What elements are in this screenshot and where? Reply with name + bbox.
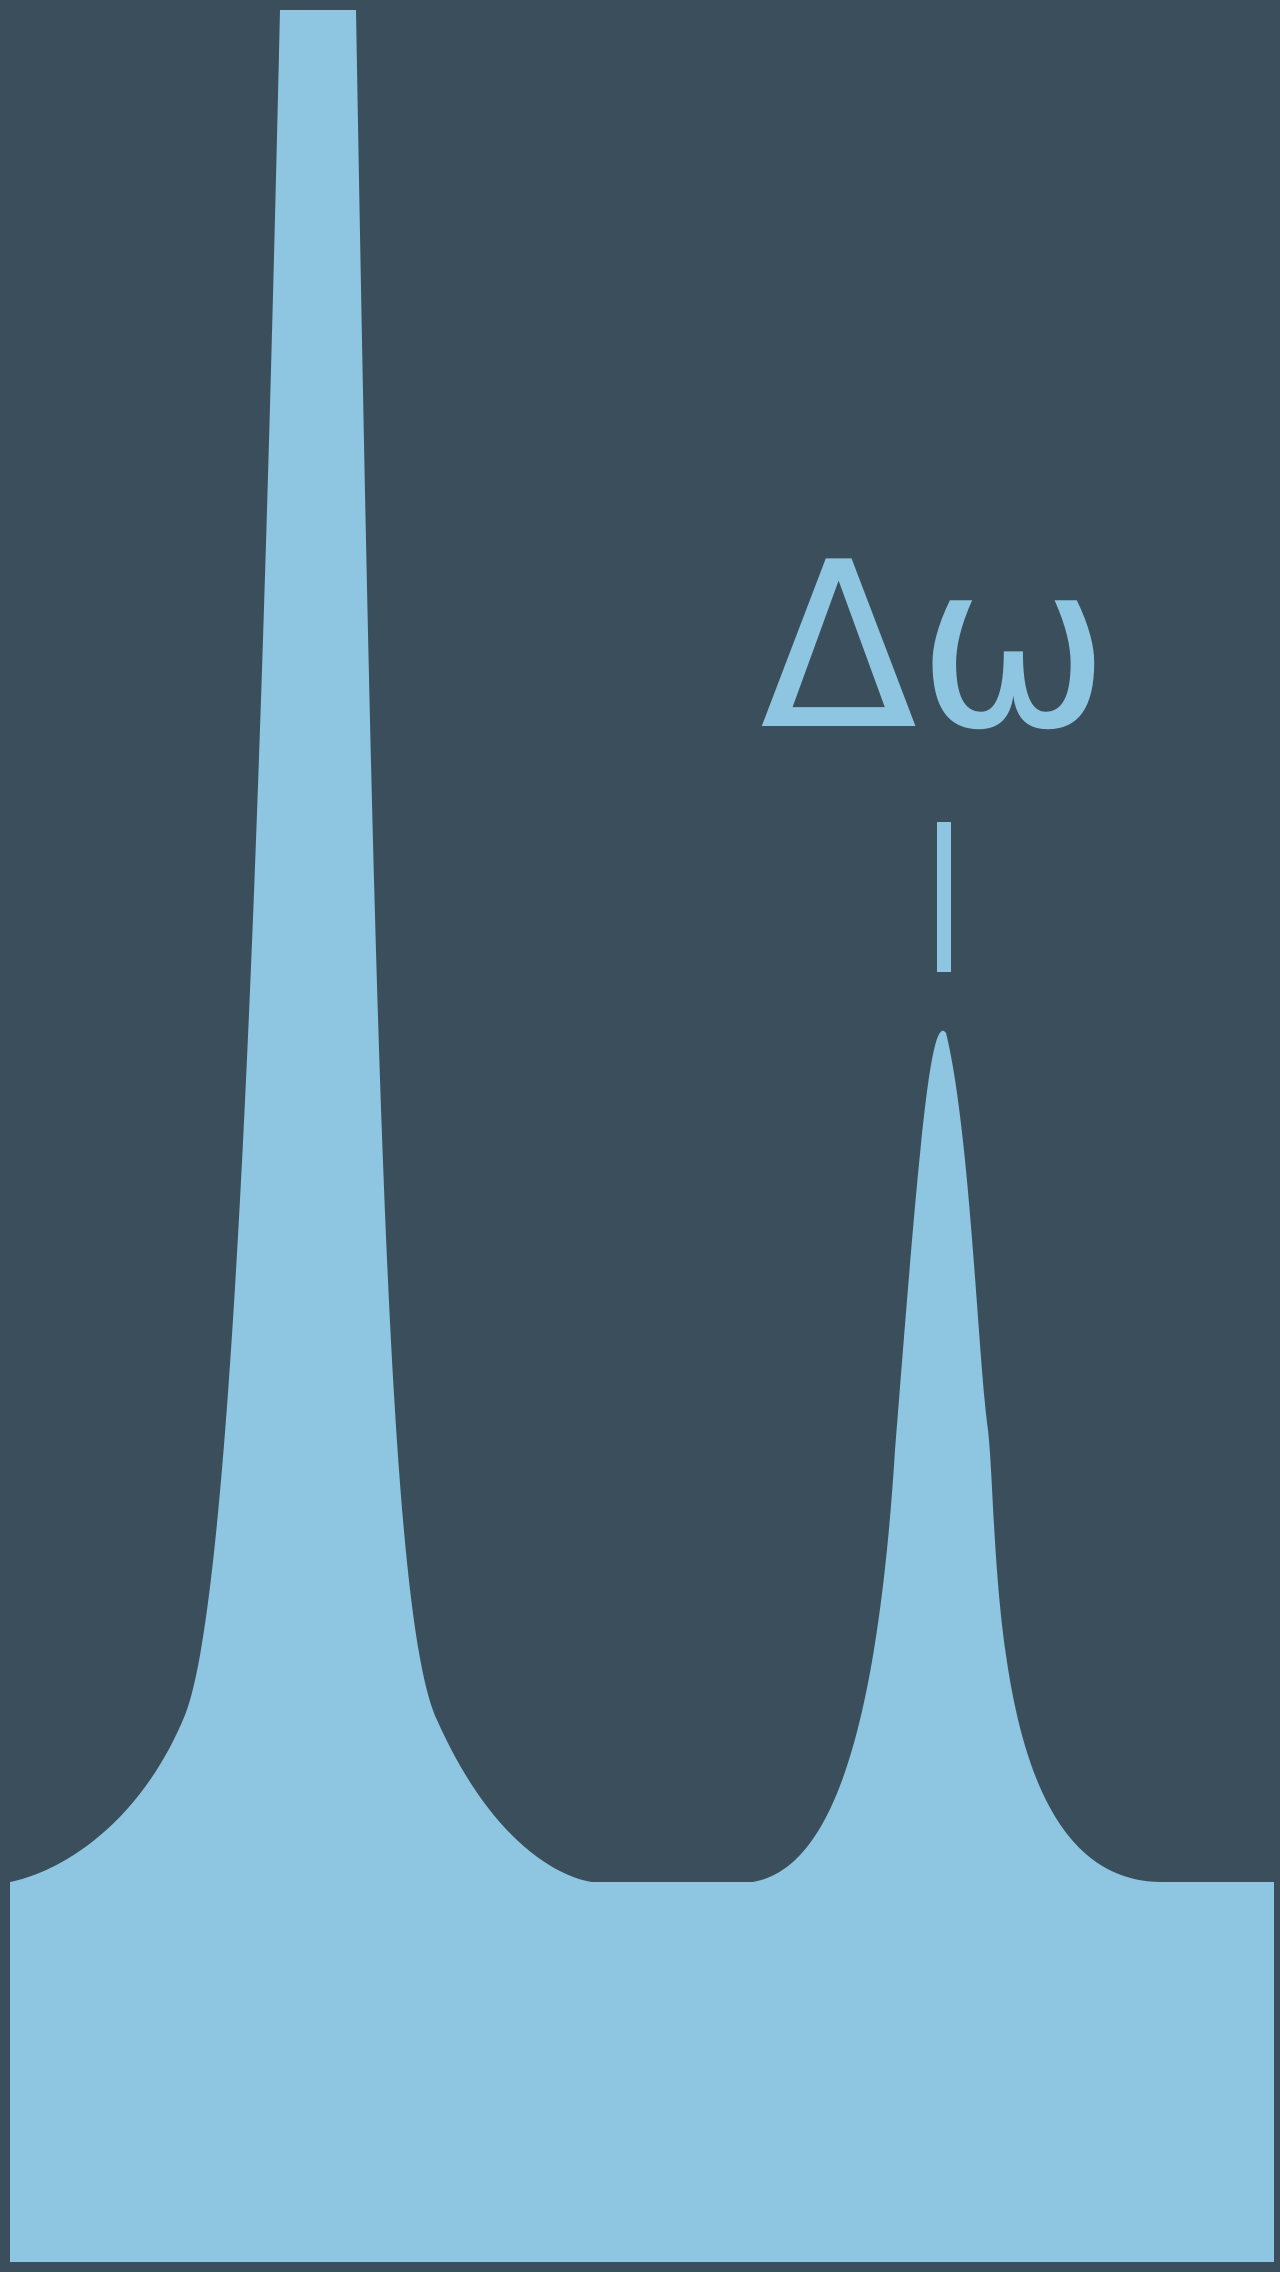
delta-omega-label: Δω bbox=[760, 514, 1110, 781]
peak-marker bbox=[937, 822, 951, 972]
spectrum-area bbox=[10, 10, 1274, 2262]
